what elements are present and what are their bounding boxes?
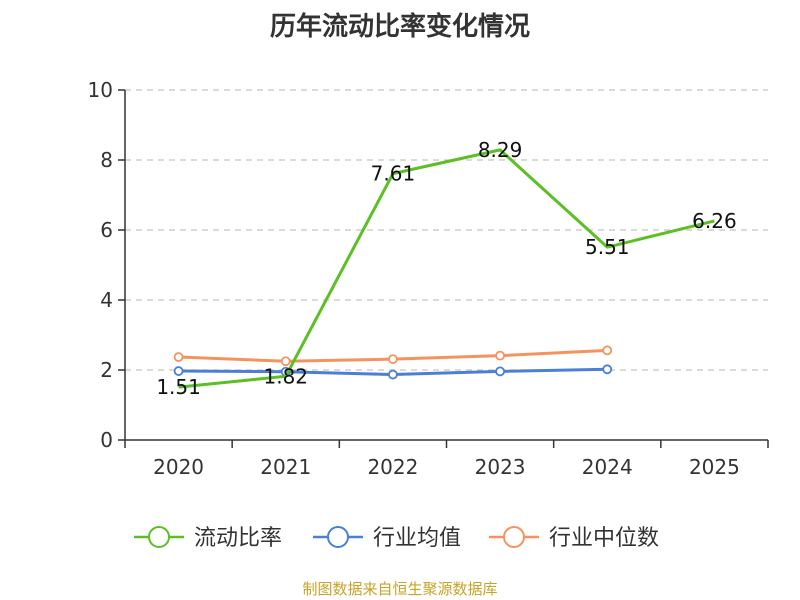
data-point [173,366,184,376]
y-tick-label: 2 [100,358,113,382]
data-label: 8.29 [478,138,523,162]
x-tick-label: 2025 [689,455,740,479]
data-point [388,369,398,380]
legend-item: 流动比率 [134,526,282,551]
data-label: 1.51 [156,375,201,399]
data-label: 1.82 [263,364,308,388]
chart-title: 历年流动比率变化情况 [269,12,530,42]
x-tick-label: 2022 [367,455,418,479]
legend-item: 行业均值 [313,526,461,551]
legend-marker [148,526,170,548]
data-labels: 1.51 1.82 7.61 8.29 5.51 6.26 [156,138,736,399]
y-tick-label: 0 [100,428,113,452]
legend-item: 行业中位数 [489,526,659,551]
y-tick-label: 8 [100,148,113,172]
grid-lines [125,89,768,371]
legend-marker [503,526,525,548]
x-tick-label: 2024 [582,455,633,479]
data-point [602,345,613,356]
data-point [495,366,505,377]
series-lines [173,148,715,389]
data-point [280,356,291,367]
y-tick-label: 10 [88,78,113,102]
legend-label: 行业中位数 [549,526,659,551]
legend-label: 流动比率 [194,526,282,551]
x-tick-label: 2021 [260,455,311,479]
data-label: 5.51 [585,235,630,259]
data-point [173,352,184,362]
data-label: 6.26 [692,209,737,233]
data-point [388,354,398,365]
x-tick-label: 2023 [475,455,526,479]
source-note: 制图数据来自恒生聚源数据库 [302,580,498,598]
axes: 0 2 4 6 8 10 2020 2021 2022 2023 2024 2025 [88,78,769,479]
data-point [602,364,613,375]
legend-label: 行业均值 [373,526,461,551]
legend: 流动比率 行业均值 行业中位数 [134,526,659,551]
x-tick-label: 2020 [153,455,204,479]
y-tick-label: 6 [100,218,113,242]
y-tick-label: 4 [100,288,113,312]
legend-marker [327,526,349,548]
data-point [495,350,505,361]
series-line-1 [178,148,715,389]
data-label: 7.61 [371,162,416,186]
